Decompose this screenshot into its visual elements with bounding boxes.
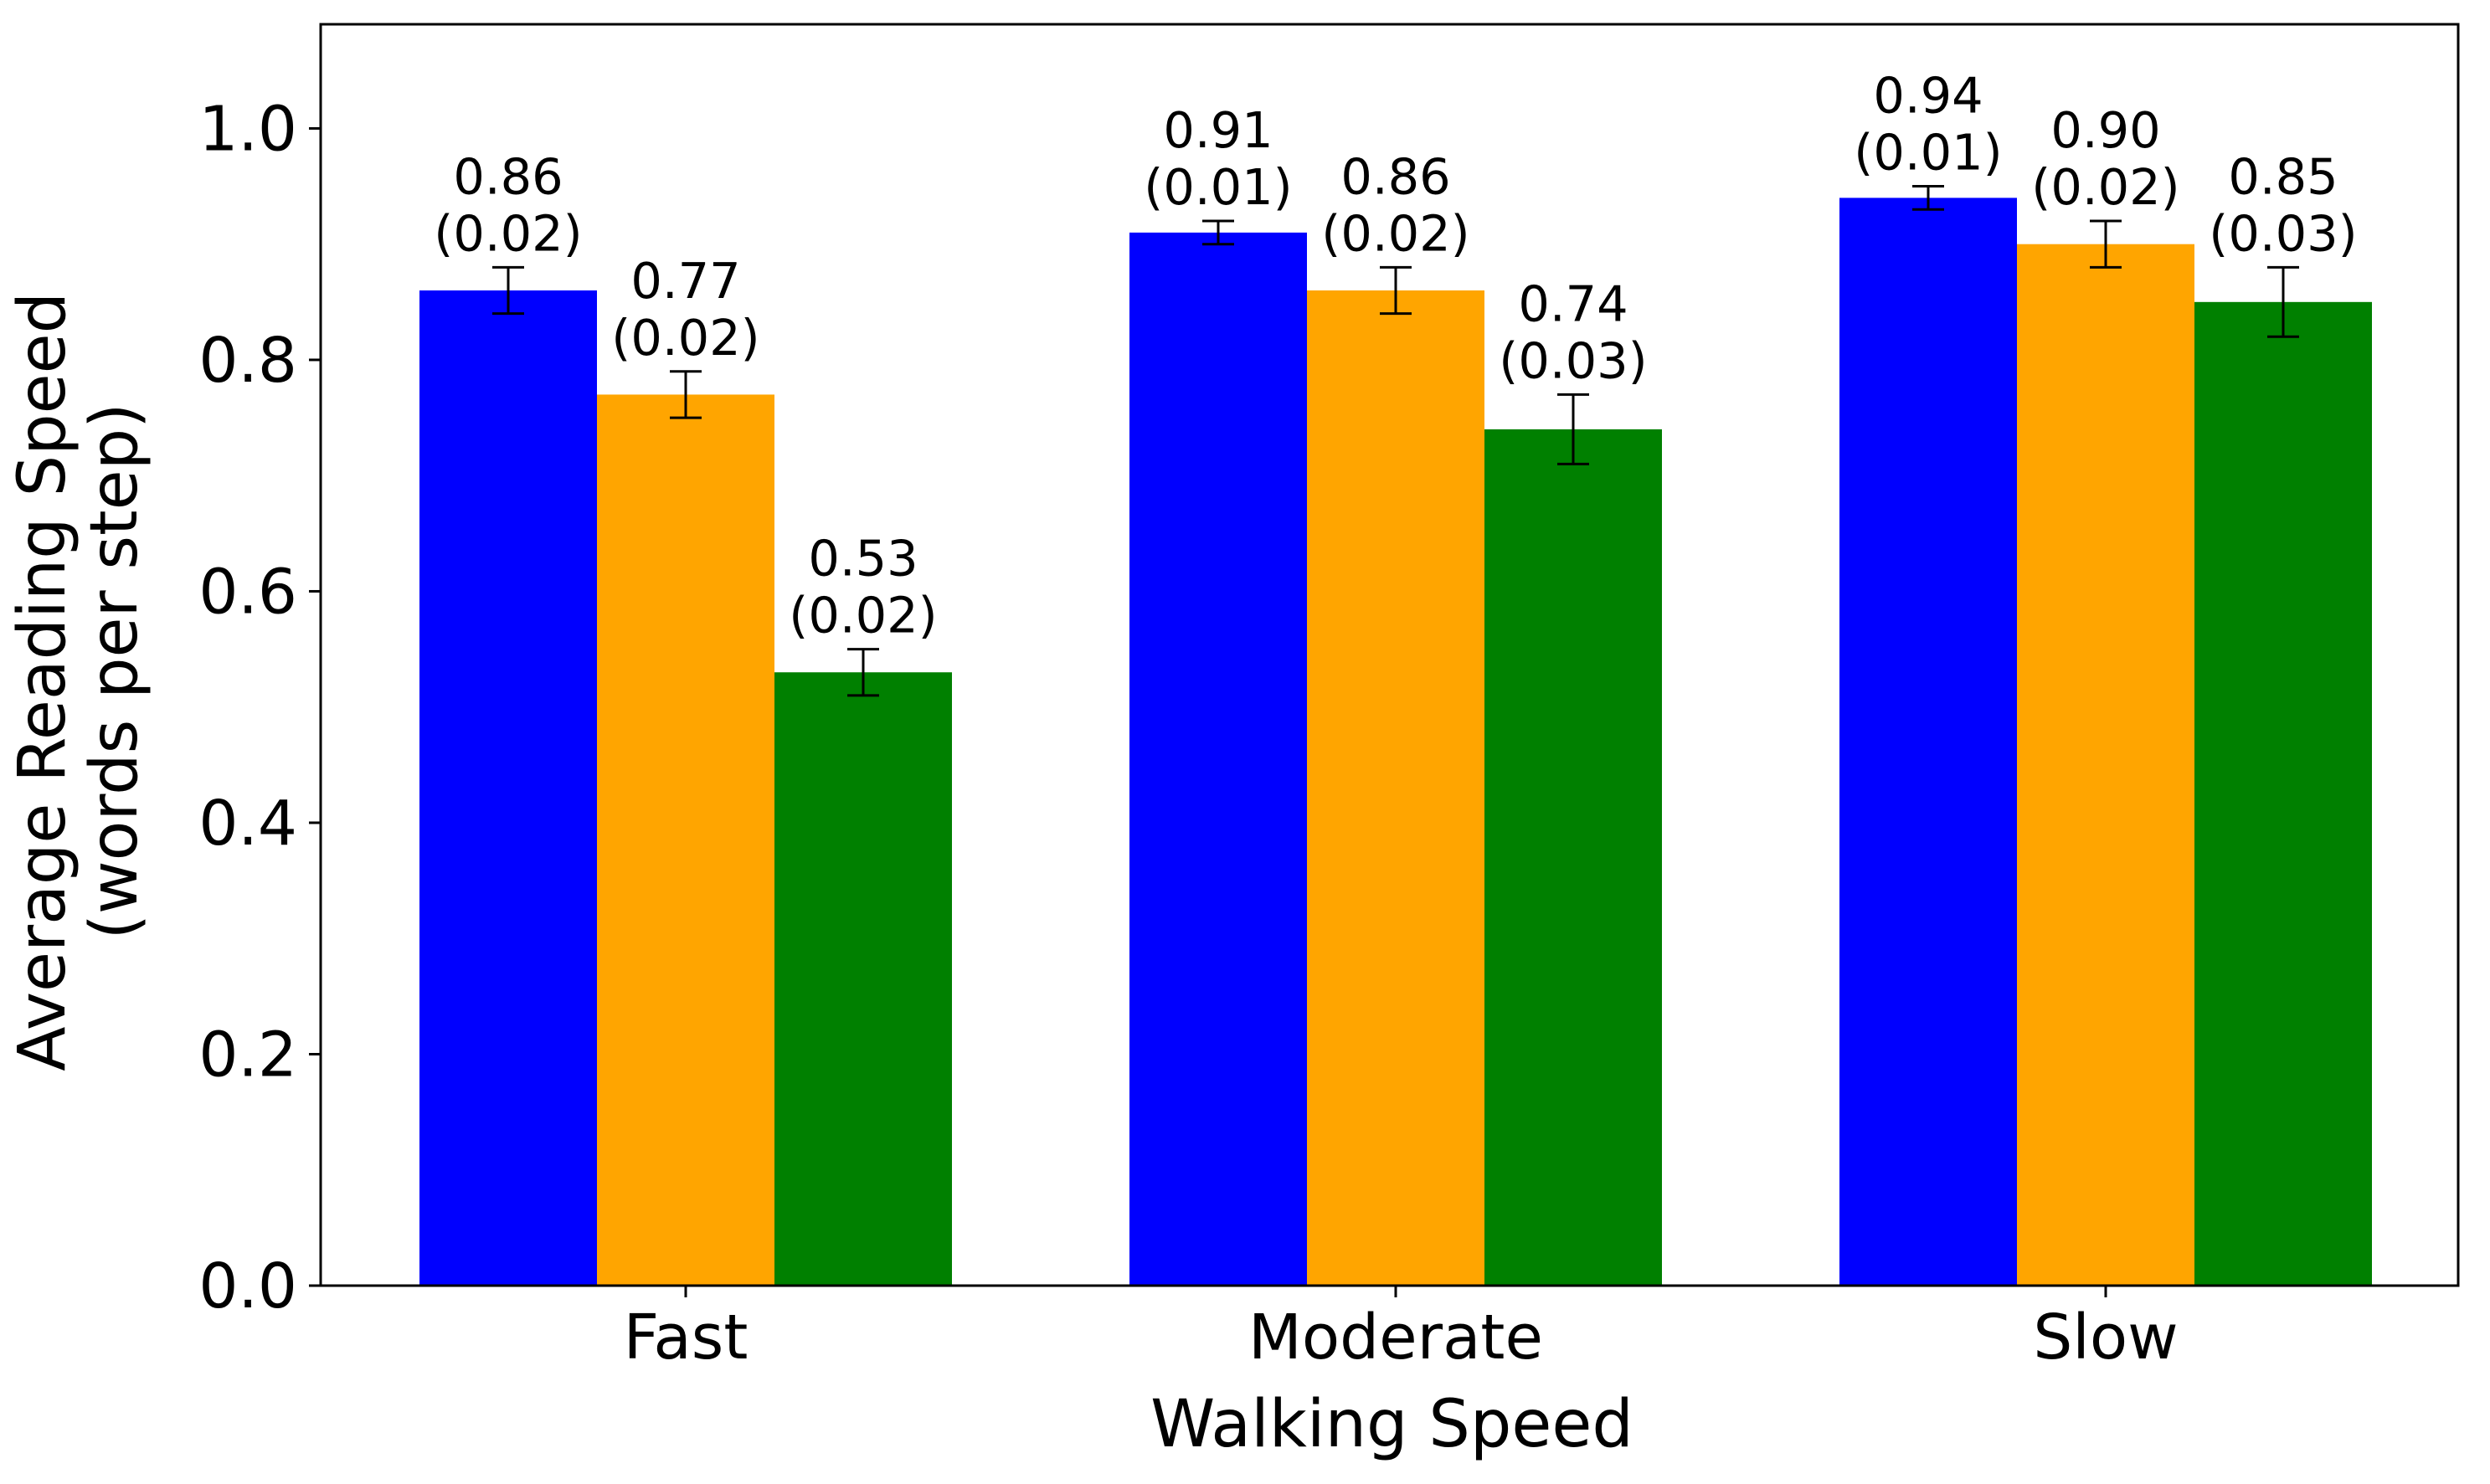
data-label-slow-series-2: 0.90 (0.02) (2031, 101, 2179, 216)
error-bar-moderate-series-1 (1202, 219, 1234, 246)
y-tick-label: 0.6 (198, 556, 297, 628)
bar-slow-series-2 (2017, 244, 2194, 1286)
bars-group (419, 198, 2372, 1286)
y-axis: 0.0 0.2 0.4 0.6 0.8 1.0 (198, 93, 321, 1322)
error-bar-fast-series-1 (492, 265, 524, 316)
x-axis-title: Walking Speed (1150, 1387, 1633, 1462)
bar-slow-series-1 (1839, 198, 2017, 1286)
x-tick-label-moderate: Moderate (1248, 1302, 1543, 1374)
error-bar-fast-series-3 (847, 648, 879, 697)
error-bar-slow-series-2 (2090, 219, 2122, 269)
bar-moderate-series-1 (1129, 232, 1307, 1286)
data-label-fast-series-2: 0.77 (0.02) (611, 252, 759, 367)
data-label-slow-series-1: 0.94 (0.01) (1854, 67, 2002, 182)
bar-fast-series-2 (597, 394, 774, 1286)
bar-slow-series-3 (2194, 301, 2372, 1286)
y-tick-label: 1.0 (198, 93, 297, 165)
data-labels-group: 0.86 (0.02) 0.91 (0.01) 0.94 (0.01) 0.77 (0.02)… (434, 67, 2357, 644)
error-bar-slow-series-3 (2267, 265, 2299, 338)
y-axis-title-line-2: (words per step) (77, 403, 152, 939)
x-axis: Fast Moderate Slow (624, 1286, 2179, 1374)
y-tick-label: 0.4 (198, 788, 297, 860)
error-bar-fast-series-2 (670, 370, 702, 419)
y-tick-label: 0.0 (198, 1250, 297, 1322)
data-label-fast-series-3: 0.53 (0.02) (789, 530, 937, 644)
data-label-fast-series-1: 0.86 (0.02) (434, 147, 582, 262)
error-bar-slow-series-1 (1912, 185, 1944, 211)
data-label-moderate-series-2: 0.86 (0.02) (1321, 147, 1469, 262)
data-label-moderate-series-1: 0.91 (0.01) (1144, 101, 1292, 216)
y-tick-label: 0.2 (198, 1019, 297, 1091)
bar-fast-series-3 (774, 672, 952, 1286)
data-label-moderate-series-3: 0.74 (0.03) (1499, 275, 1647, 389)
error-bar-moderate-series-3 (1557, 393, 1589, 465)
plot-frame (319, 23, 2460, 1287)
x-tick-label-fast: Fast (624, 1302, 749, 1374)
error-bar-moderate-series-2 (1380, 265, 1412, 316)
x-tick-label-slow: Slow (2033, 1302, 2178, 1374)
y-axis-title: Average Reading Speed (words per step) (5, 271, 152, 1071)
error-bars-group (492, 185, 2299, 697)
y-tick-label: 0.8 (198, 325, 297, 397)
bar-fast-series-1 (419, 290, 597, 1286)
bar-moderate-series-3 (1484, 429, 1662, 1286)
bar-moderate-series-2 (1307, 290, 1484, 1286)
data-label-slow-series-3: 0.85 (0.03) (2209, 147, 2357, 262)
y-axis-title-line-1: Average Reading Speed (5, 292, 80, 1071)
